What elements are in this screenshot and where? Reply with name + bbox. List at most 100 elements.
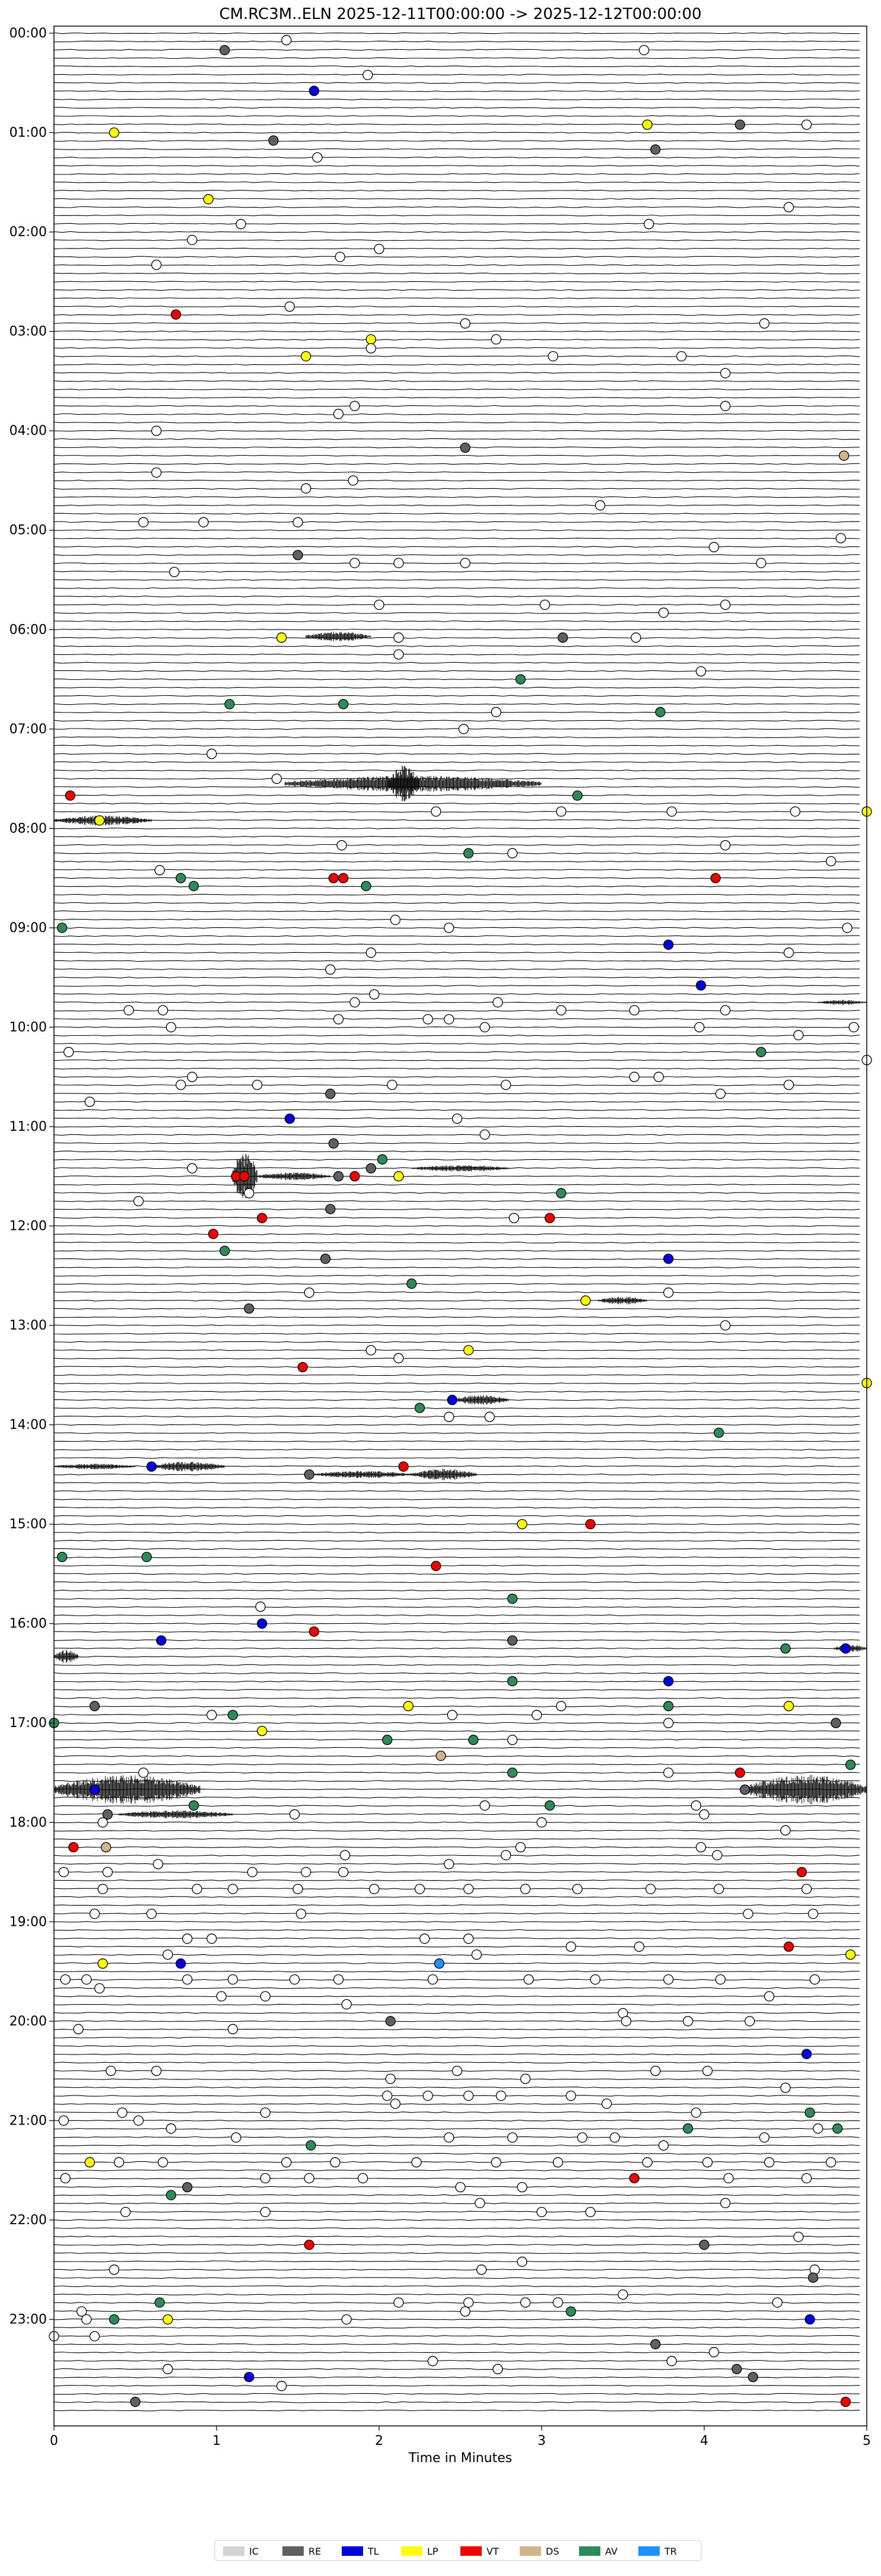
trace-line bbox=[53, 753, 860, 755]
trace-line bbox=[53, 2053, 860, 2056]
trace-line bbox=[53, 538, 860, 540]
trace-line bbox=[53, 132, 860, 133]
trace-line bbox=[53, 1581, 860, 1583]
trace-line bbox=[53, 2078, 860, 2080]
trace-line bbox=[53, 2062, 860, 2063]
event-marker bbox=[57, 1551, 68, 1563]
event-marker bbox=[491, 707, 501, 717]
event-marker bbox=[447, 1395, 457, 1405]
event-marker bbox=[422, 2090, 433, 2101]
event-marker bbox=[634, 1941, 645, 1952]
trace-line bbox=[53, 2219, 860, 2221]
event-marker bbox=[826, 2157, 837, 2168]
event-marker bbox=[68, 1842, 79, 1853]
event-marker bbox=[81, 1974, 92, 1985]
event-marker bbox=[63, 1047, 74, 1057]
trace-line bbox=[53, 1274, 860, 1277]
trace-line bbox=[53, 670, 860, 672]
trace-line bbox=[53, 1432, 860, 1434]
trace-line bbox=[53, 107, 860, 109]
event-marker bbox=[216, 1991, 227, 2002]
trace-line bbox=[53, 214, 860, 217]
event-marker bbox=[335, 252, 345, 262]
event-marker bbox=[154, 2297, 165, 2308]
event-marker bbox=[60, 2173, 71, 2184]
legend-label: VT bbox=[486, 2546, 499, 2557]
trace-line bbox=[53, 1606, 860, 1608]
trace-line bbox=[53, 1631, 860, 1633]
event-marker bbox=[663, 1718, 674, 1728]
trace-line bbox=[53, 1258, 860, 1260]
event-marker bbox=[247, 1866, 257, 1878]
event-marker bbox=[330, 2157, 341, 2168]
trace-line bbox=[53, 1614, 860, 1617]
trace-line bbox=[53, 554, 860, 556]
seismic-traces bbox=[53, 32, 860, 2412]
trace-line bbox=[53, 1101, 860, 1103]
event-marker bbox=[666, 2356, 677, 2367]
event-marker bbox=[187, 1163, 198, 1173]
event-marker bbox=[374, 243, 384, 255]
trace-line bbox=[53, 2252, 860, 2254]
event-marker bbox=[97, 1884, 108, 1894]
trace-line bbox=[53, 380, 860, 382]
event-marker bbox=[365, 343, 376, 354]
event-marker bbox=[227, 1710, 238, 1720]
event-marker bbox=[650, 2339, 661, 2349]
event-marker bbox=[419, 1933, 430, 1944]
trace-line bbox=[53, 745, 860, 747]
event-marker bbox=[102, 1866, 113, 1878]
trace-line bbox=[53, 2152, 860, 2155]
trace-line bbox=[53, 1184, 860, 1186]
trace-line bbox=[53, 1316, 860, 1318]
event-marker bbox=[130, 2396, 141, 2408]
event-marker bbox=[188, 1800, 199, 1811]
trace-line bbox=[53, 2294, 860, 2295]
event-marker bbox=[349, 1171, 360, 1182]
event-marker bbox=[393, 632, 404, 643]
event-marker bbox=[479, 1129, 490, 1140]
event-marker bbox=[57, 923, 68, 933]
y-tick-label: 11:00 bbox=[9, 1120, 47, 1134]
trace-line bbox=[53, 803, 860, 804]
event-marker bbox=[289, 1809, 300, 1820]
trace-line bbox=[53, 297, 860, 300]
event-marker bbox=[780, 2082, 791, 2093]
event-marker bbox=[203, 194, 214, 205]
trace-line bbox=[53, 910, 860, 912]
event-marker bbox=[594, 500, 606, 511]
event-marker bbox=[306, 2140, 316, 2151]
event-marker bbox=[365, 334, 376, 345]
event-marker bbox=[414, 1884, 425, 1894]
event-marker bbox=[328, 1138, 339, 1149]
trace-line bbox=[53, 446, 860, 449]
event-marker bbox=[618, 2289, 628, 2300]
event-marker bbox=[308, 85, 320, 96]
trace-line bbox=[53, 1374, 860, 1376]
trace-line bbox=[53, 82, 860, 84]
trace-line bbox=[53, 49, 860, 51]
event-marker bbox=[257, 1618, 268, 1629]
trace-line bbox=[53, 123, 860, 125]
trace-line bbox=[53, 653, 860, 656]
event-marker bbox=[694, 1022, 705, 1033]
event-marker bbox=[252, 1079, 263, 1090]
x-axis: 0 1 2 3 4 5 bbox=[50, 2426, 871, 2448]
trace-line bbox=[53, 1639, 860, 1641]
trace-line bbox=[53, 1871, 860, 1873]
event-marker bbox=[629, 2173, 640, 2184]
trace-line bbox=[53, 115, 860, 117]
trace-line bbox=[53, 1242, 860, 1244]
event-marker bbox=[801, 1884, 812, 1894]
event-marker bbox=[508, 1213, 520, 1223]
y-tick-label: 15:00 bbox=[9, 1517, 47, 1532]
event-marker bbox=[238, 1171, 250, 1182]
event-marker bbox=[714, 1884, 724, 1894]
event-marker bbox=[271, 773, 282, 784]
event-marker bbox=[780, 1825, 791, 1836]
trace-line bbox=[53, 488, 860, 490]
y-tick-label: 17:00 bbox=[9, 1716, 47, 1731]
event-marker bbox=[471, 1949, 482, 1960]
event-marker bbox=[304, 2240, 314, 2250]
event-marker bbox=[374, 599, 384, 610]
